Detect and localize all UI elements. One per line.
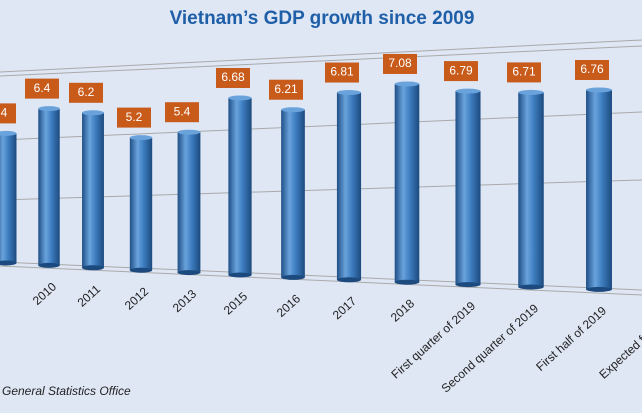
- bar-bottom: [0, 260, 17, 266]
- value-label: 6.4: [34, 81, 51, 95]
- value-label-box: [444, 61, 478, 82]
- value-label-box: [575, 59, 609, 80]
- source: General Statistics Office: [2, 384, 131, 398]
- value-label-box: [69, 82, 103, 103]
- bar-bottom: [228, 272, 252, 278]
- bar: [455, 91, 481, 285]
- bar-bottom: [518, 284, 544, 290]
- bar-top: [228, 95, 252, 101]
- bar-top: [518, 89, 544, 95]
- bar: [177, 132, 201, 273]
- bar-top: [336, 90, 362, 96]
- x-tick-label: First half of 2019: [533, 303, 609, 373]
- bar: [0, 133, 17, 263]
- x-tick-label: 2015: [221, 289, 250, 317]
- bar-top: [586, 87, 612, 93]
- value-label: 7.08: [388, 56, 412, 70]
- bar-bottom: [82, 265, 104, 271]
- value-label: 6.2: [78, 85, 95, 99]
- value-label: 6.81: [330, 65, 354, 79]
- value-label: 6.79: [449, 63, 473, 77]
- bar: [228, 97, 252, 275]
- bar-top: [455, 88, 481, 94]
- bar-top: [0, 130, 17, 136]
- bar-bottom: [586, 286, 612, 292]
- bar-top: [394, 81, 420, 87]
- x-tick-label: 2016: [274, 291, 303, 319]
- value-label-box: [165, 102, 199, 123]
- value-label: 6.76: [580, 62, 604, 76]
- x-tick-label: 2017: [330, 294, 359, 322]
- bar-bottom: [455, 282, 481, 288]
- chart-title: Vietnam’s GDP growth since 2009: [170, 8, 475, 29]
- value-label-box: [0, 103, 16, 124]
- bar: [394, 83, 420, 283]
- x-tick-label: 2012: [122, 284, 151, 312]
- value-label-box: [216, 67, 250, 88]
- value-label-box: [325, 62, 359, 83]
- value-label-box: [117, 107, 151, 128]
- perspective-lines: [0, 39, 642, 296]
- bar: [586, 89, 612, 290]
- value-label: 5.4: [174, 104, 191, 118]
- value-label-box: [269, 79, 303, 100]
- value-label-box: [25, 78, 59, 99]
- bar-bottom: [38, 262, 60, 268]
- x-tick-label: 2018: [388, 296, 417, 324]
- bar-top: [82, 110, 104, 116]
- value-label: 6.68: [221, 70, 245, 84]
- bar-bottom: [129, 267, 153, 273]
- bar: [336, 92, 362, 280]
- bar: [281, 109, 305, 278]
- bar-bottom: [177, 270, 201, 276]
- x-tick-label: 2011: [75, 282, 104, 310]
- value-label: 5.2: [126, 110, 143, 124]
- bar: [129, 137, 153, 271]
- value-label: 5.4: [0, 106, 8, 120]
- value-label-box: [507, 62, 541, 83]
- bar-top: [38, 106, 60, 112]
- bar-top: [129, 135, 153, 141]
- bar-bottom: [394, 279, 420, 285]
- value-label: 6.21: [274, 82, 298, 96]
- bar: [38, 108, 60, 266]
- bar-bottom: [336, 277, 362, 283]
- bar-bottom: [281, 274, 305, 280]
- bar-top: [177, 129, 201, 135]
- bar: [82, 112, 104, 268]
- bar: [518, 92, 544, 287]
- x-tick-label: 2010: [30, 279, 59, 307]
- value-label-box: [383, 53, 417, 74]
- bar-top: [281, 107, 305, 113]
- x-tick-label: 2013: [170, 287, 199, 315]
- value-label: 6.71: [512, 65, 536, 79]
